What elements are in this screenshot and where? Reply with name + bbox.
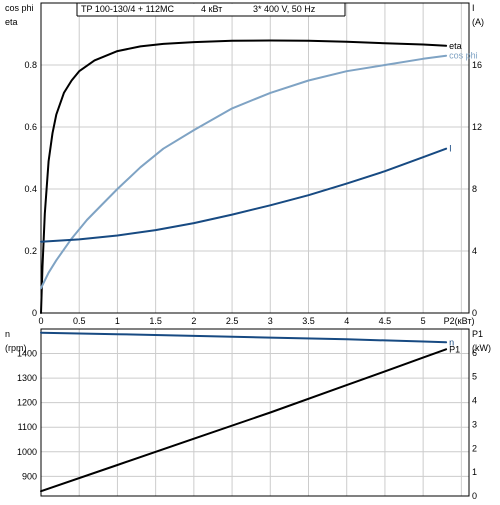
left-axis-tick-label: 1000 bbox=[17, 447, 37, 457]
series-label: I bbox=[449, 144, 452, 154]
right-axis-tick-label: 1 bbox=[472, 467, 477, 477]
bottom-panel: 900 1000 1100 1200 1300 1400 0 1 2 3 4 5 6 n (rpm) P1 (k… bbox=[5, 328, 491, 501]
series-line-p1 bbox=[40, 348, 448, 493]
left-axis-tick-label: 900 bbox=[22, 471, 37, 481]
x-axis-tick-label: 0.5 bbox=[73, 316, 86, 326]
left-axis-label: n bbox=[5, 329, 10, 339]
right-axis-tick-label: 16 bbox=[472, 60, 482, 70]
right-axis-tick-label: 12 bbox=[472, 122, 482, 132]
header-power: 4 кВт bbox=[201, 4, 222, 14]
left-axis-tick-label: 0 bbox=[32, 308, 37, 318]
left-axis-tick-label: 1400 bbox=[17, 349, 37, 359]
plot-frame bbox=[40, 328, 470, 497]
series-label: P1 bbox=[449, 344, 460, 354]
x-axis-tick-label: 3.5 bbox=[302, 316, 315, 326]
x-axis-tick-label: 1.5 bbox=[149, 316, 162, 326]
x-axis-tick-label: 0 bbox=[38, 316, 43, 326]
x-axis-tick-label: 3 bbox=[268, 316, 273, 326]
left-axis-label: (rpm) bbox=[5, 343, 27, 353]
right-axis-label: I bbox=[472, 3, 475, 13]
x-axis-tick-label: 2 bbox=[191, 316, 196, 326]
series-label: eta bbox=[449, 41, 462, 51]
header-pump-model: TP 100-130/4 + 112MC bbox=[81, 4, 174, 14]
right-axis-tick-label: 2 bbox=[472, 443, 477, 453]
right-axis-tick-label: 4 bbox=[472, 246, 477, 256]
series-line-cos-phi bbox=[40, 54, 448, 290]
left-axis-tick-label: 1100 bbox=[18, 422, 37, 432]
right-axis-tick-label: 4 bbox=[472, 396, 477, 406]
series-line-i bbox=[40, 147, 448, 243]
right-axis-tick-label: 5 bbox=[472, 372, 477, 382]
right-axis-tick-label: 6 bbox=[472, 348, 477, 358]
series-line-eta bbox=[40, 39, 448, 314]
right-axis-tick-label: 0 bbox=[472, 308, 477, 318]
right-axis-label: P1 bbox=[472, 329, 483, 339]
left-axis-tick-label: 0.4 bbox=[24, 184, 37, 194]
x-axis-label: P2(кВт) bbox=[444, 316, 475, 326]
left-axis-tick-label: 0.8 bbox=[24, 60, 37, 70]
x-axis-tick-label: 1 bbox=[115, 316, 120, 326]
series-label: cos phi bbox=[449, 51, 478, 61]
plot-frame bbox=[40, 2, 470, 314]
series-line-n bbox=[40, 331, 448, 344]
left-axis-tick-label: 0.2 bbox=[24, 246, 37, 256]
right-axis-tick-label: 3 bbox=[472, 419, 477, 429]
x-axis-tick-label: 2.5 bbox=[226, 316, 239, 326]
x-axis-tick-label: 4.5 bbox=[379, 316, 392, 326]
right-axis-tick-label: 8 bbox=[472, 184, 477, 194]
chart-header: TP 100-130/4 + 112MC 4 кВт 3* 400 V, 50 Hz bbox=[76, 3, 346, 17]
right-axis-label: (A) bbox=[472, 17, 484, 27]
left-axis-tick-label: 0.6 bbox=[24, 122, 37, 132]
header-supply: 3* 400 V, 50 Hz bbox=[253, 4, 316, 14]
left-axis-tick-label: 1200 bbox=[17, 398, 37, 408]
right-axis-tick-label: 0 bbox=[472, 491, 477, 500]
x-axis-tick-label: 5 bbox=[421, 316, 426, 326]
series-label: n bbox=[449, 337, 454, 347]
right-axis-label: (kW) bbox=[472, 343, 491, 353]
x-axis-tick-label: 4 bbox=[344, 316, 349, 326]
left-axis-tick-label: 1300 bbox=[17, 373, 37, 383]
left-axis-label: cos phi bbox=[5, 3, 34, 13]
left-axis-label: eta bbox=[5, 17, 18, 27]
header-background bbox=[78, 4, 344, 16]
